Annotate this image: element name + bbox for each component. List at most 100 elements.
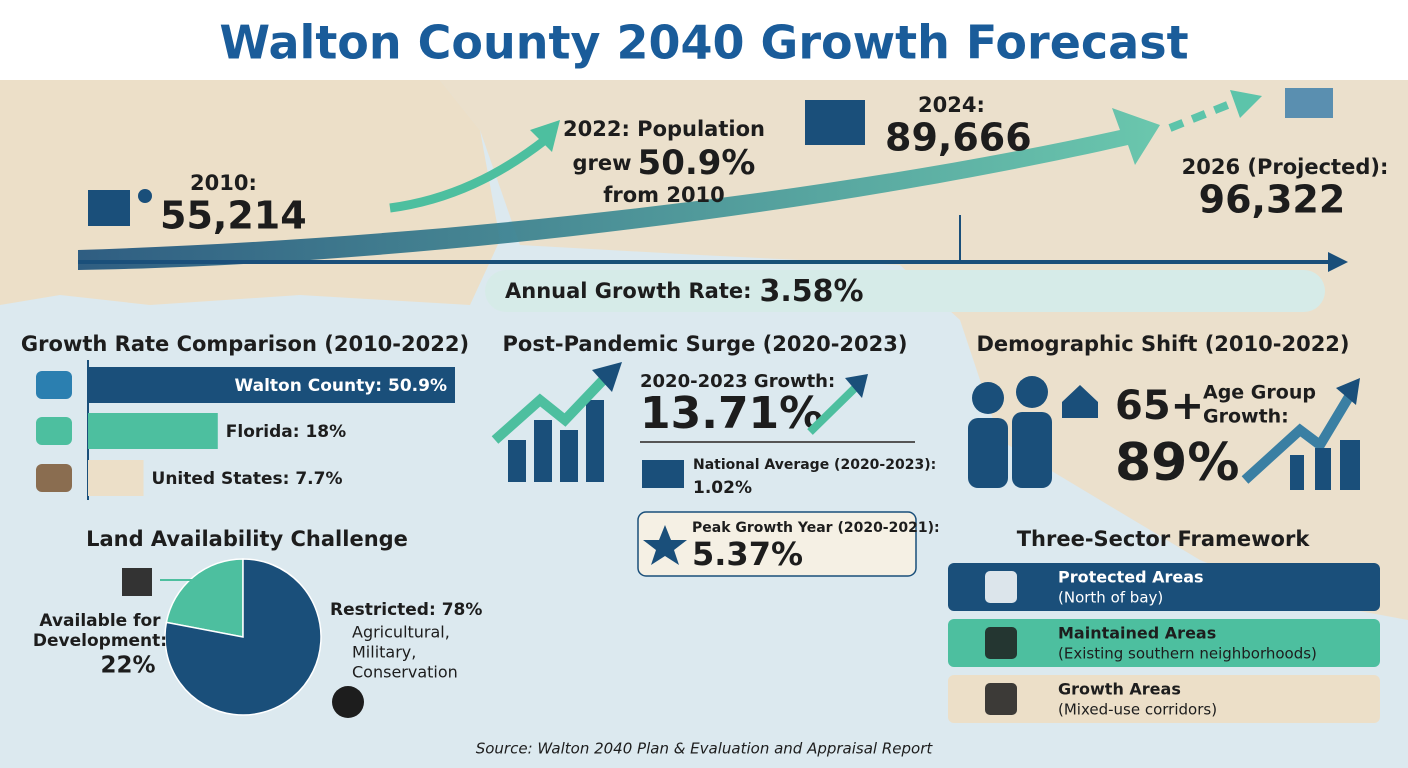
stat-value: 13.71%: [640, 388, 823, 439]
pie-value: Restricted: 78%: [330, 600, 482, 620]
pie-value: 22%: [100, 653, 155, 679]
year-value: 96,322: [1199, 178, 1346, 222]
milestone-value: 50.9%: [638, 143, 756, 183]
family-icon: [1340, 440, 1360, 490]
icon-arrow: [592, 362, 622, 392]
header-band: [0, 0, 1408, 80]
axis-arrow: [1328, 252, 1348, 272]
icon-arrow: [845, 374, 868, 398]
year-label: 2024:: [918, 93, 985, 117]
sector-icon: [985, 571, 1017, 603]
star-icon: [643, 525, 687, 565]
senior-icon: [972, 382, 1004, 414]
pie-slice: [164, 558, 322, 716]
family-icon: [1290, 455, 1304, 490]
icon-arrow: [1241, 392, 1355, 484]
growth-arrow: [78, 108, 1160, 270]
small-arrow: [389, 136, 548, 213]
sector-detail: (Existing southern neighborhoods): [1058, 645, 1317, 663]
usa-icon: [642, 460, 684, 488]
bar-icon: [36, 464, 72, 492]
icon-arrow: [807, 382, 861, 435]
year-label: 2010:: [190, 171, 257, 195]
arrow-head: [530, 120, 560, 152]
community-icon: [1285, 88, 1333, 118]
sector-icon: [985, 683, 1017, 715]
stat-label: Peak Growth Year (2020-2021):: [692, 520, 940, 536]
year-value: 89,666: [885, 116, 1032, 160]
crane-icon: [122, 568, 152, 596]
bar-icon: [36, 371, 72, 399]
rate-pill: [485, 270, 1325, 312]
projection-arrow: [1168, 98, 1237, 132]
peak-box: [637, 511, 917, 577]
icon-arrow: [491, 374, 609, 444]
icon-arrow: [1336, 378, 1360, 405]
rate-value: 3.58%: [760, 274, 864, 309]
person-icon: [138, 189, 152, 203]
icon-bar: [508, 440, 526, 482]
sector-name: Maintained Areas: [1058, 624, 1216, 643]
senior-icon: [968, 418, 1008, 488]
milestone-text: from 2010: [603, 183, 725, 207]
pie-item: Conservation: [352, 663, 458, 682]
pie-chart: [164, 558, 322, 716]
sector-list: Protected Areas (North of bay) Maintained …: [948, 563, 1380, 723]
senior-icon: [1016, 376, 1048, 408]
milestone-text: grew: [572, 151, 631, 175]
pie-label: Development:: [33, 631, 167, 651]
tree-icon: [332, 686, 364, 718]
sector-name: Growth Areas: [1058, 680, 1181, 699]
section-title: Three-Sector Framework: [1017, 527, 1311, 551]
sector-box: [948, 563, 1380, 611]
pie-item: Military,: [352, 643, 416, 662]
house-icon: [1062, 385, 1098, 418]
family-icon: [1315, 448, 1331, 490]
pie-label: Available for: [39, 611, 161, 631]
icon-bar: [560, 430, 578, 482]
sector-box: [948, 619, 1380, 667]
group-label: Age Group: [1203, 382, 1316, 404]
store-icon: [88, 190, 130, 226]
stat-label: 2020-2023 Growth:: [640, 371, 835, 392]
stat-value: 5.37%: [692, 535, 803, 573]
section-title: Post-Pandemic Surge (2020-2023): [503, 332, 908, 356]
section-title: Demographic Shift (2010-2022): [976, 332, 1349, 356]
bar-label: Walton County: 50.9%: [234, 376, 447, 396]
stat-label: National Average (2020-2023):: [693, 457, 936, 473]
bar-icon: [36, 417, 72, 445]
sector-box: [948, 675, 1380, 723]
sector-name: Protected Areas: [1058, 568, 1204, 587]
pie-slice: [165, 558, 244, 638]
bar-label: Florida: 18%: [226, 422, 346, 442]
building-icon: [805, 100, 865, 145]
bar-label: United States: 7.7%: [152, 469, 343, 489]
pie-item: Agricultural,: [352, 623, 450, 642]
group-label: Growth:: [1203, 406, 1289, 428]
sector-detail: (Mixed-use corridors): [1058, 701, 1217, 719]
bar: [88, 413, 218, 449]
source: Source: Walton 2040 Plan & Evaluation an…: [476, 740, 934, 758]
rate-label: Annual Growth Rate:: [505, 279, 752, 303]
group-label: 65+: [1115, 383, 1204, 429]
sector-icon: [985, 627, 1017, 659]
bar-chart: Walton County: 50.9% Florida: 18% United S…: [36, 360, 455, 500]
year-value: 55,214: [160, 194, 307, 238]
senior-icon: [1012, 412, 1052, 488]
bar: [88, 367, 455, 403]
stat-value: 1.02%: [693, 478, 752, 498]
bar: [88, 460, 144, 496]
section-title: Growth Rate Comparison (2010-2022): [21, 332, 469, 356]
milestone-text: grew 50.9%: [572, 143, 755, 183]
year-label: 2026 (Projected):: [1182, 155, 1389, 179]
annual-rate: Annual Growth Rate: 3.58%: [505, 274, 864, 309]
icon-bar: [534, 420, 552, 482]
sector-detail: (North of bay): [1058, 589, 1163, 607]
section-title: Land Availability Challenge: [86, 527, 408, 551]
arrow-head: [1230, 90, 1262, 118]
milestone-text: 2022: Population: [563, 117, 765, 141]
group-value: 89%: [1115, 433, 1239, 493]
icon-bar: [586, 400, 604, 482]
title: Walton County 2040 Growth Forecast: [219, 16, 1188, 70]
